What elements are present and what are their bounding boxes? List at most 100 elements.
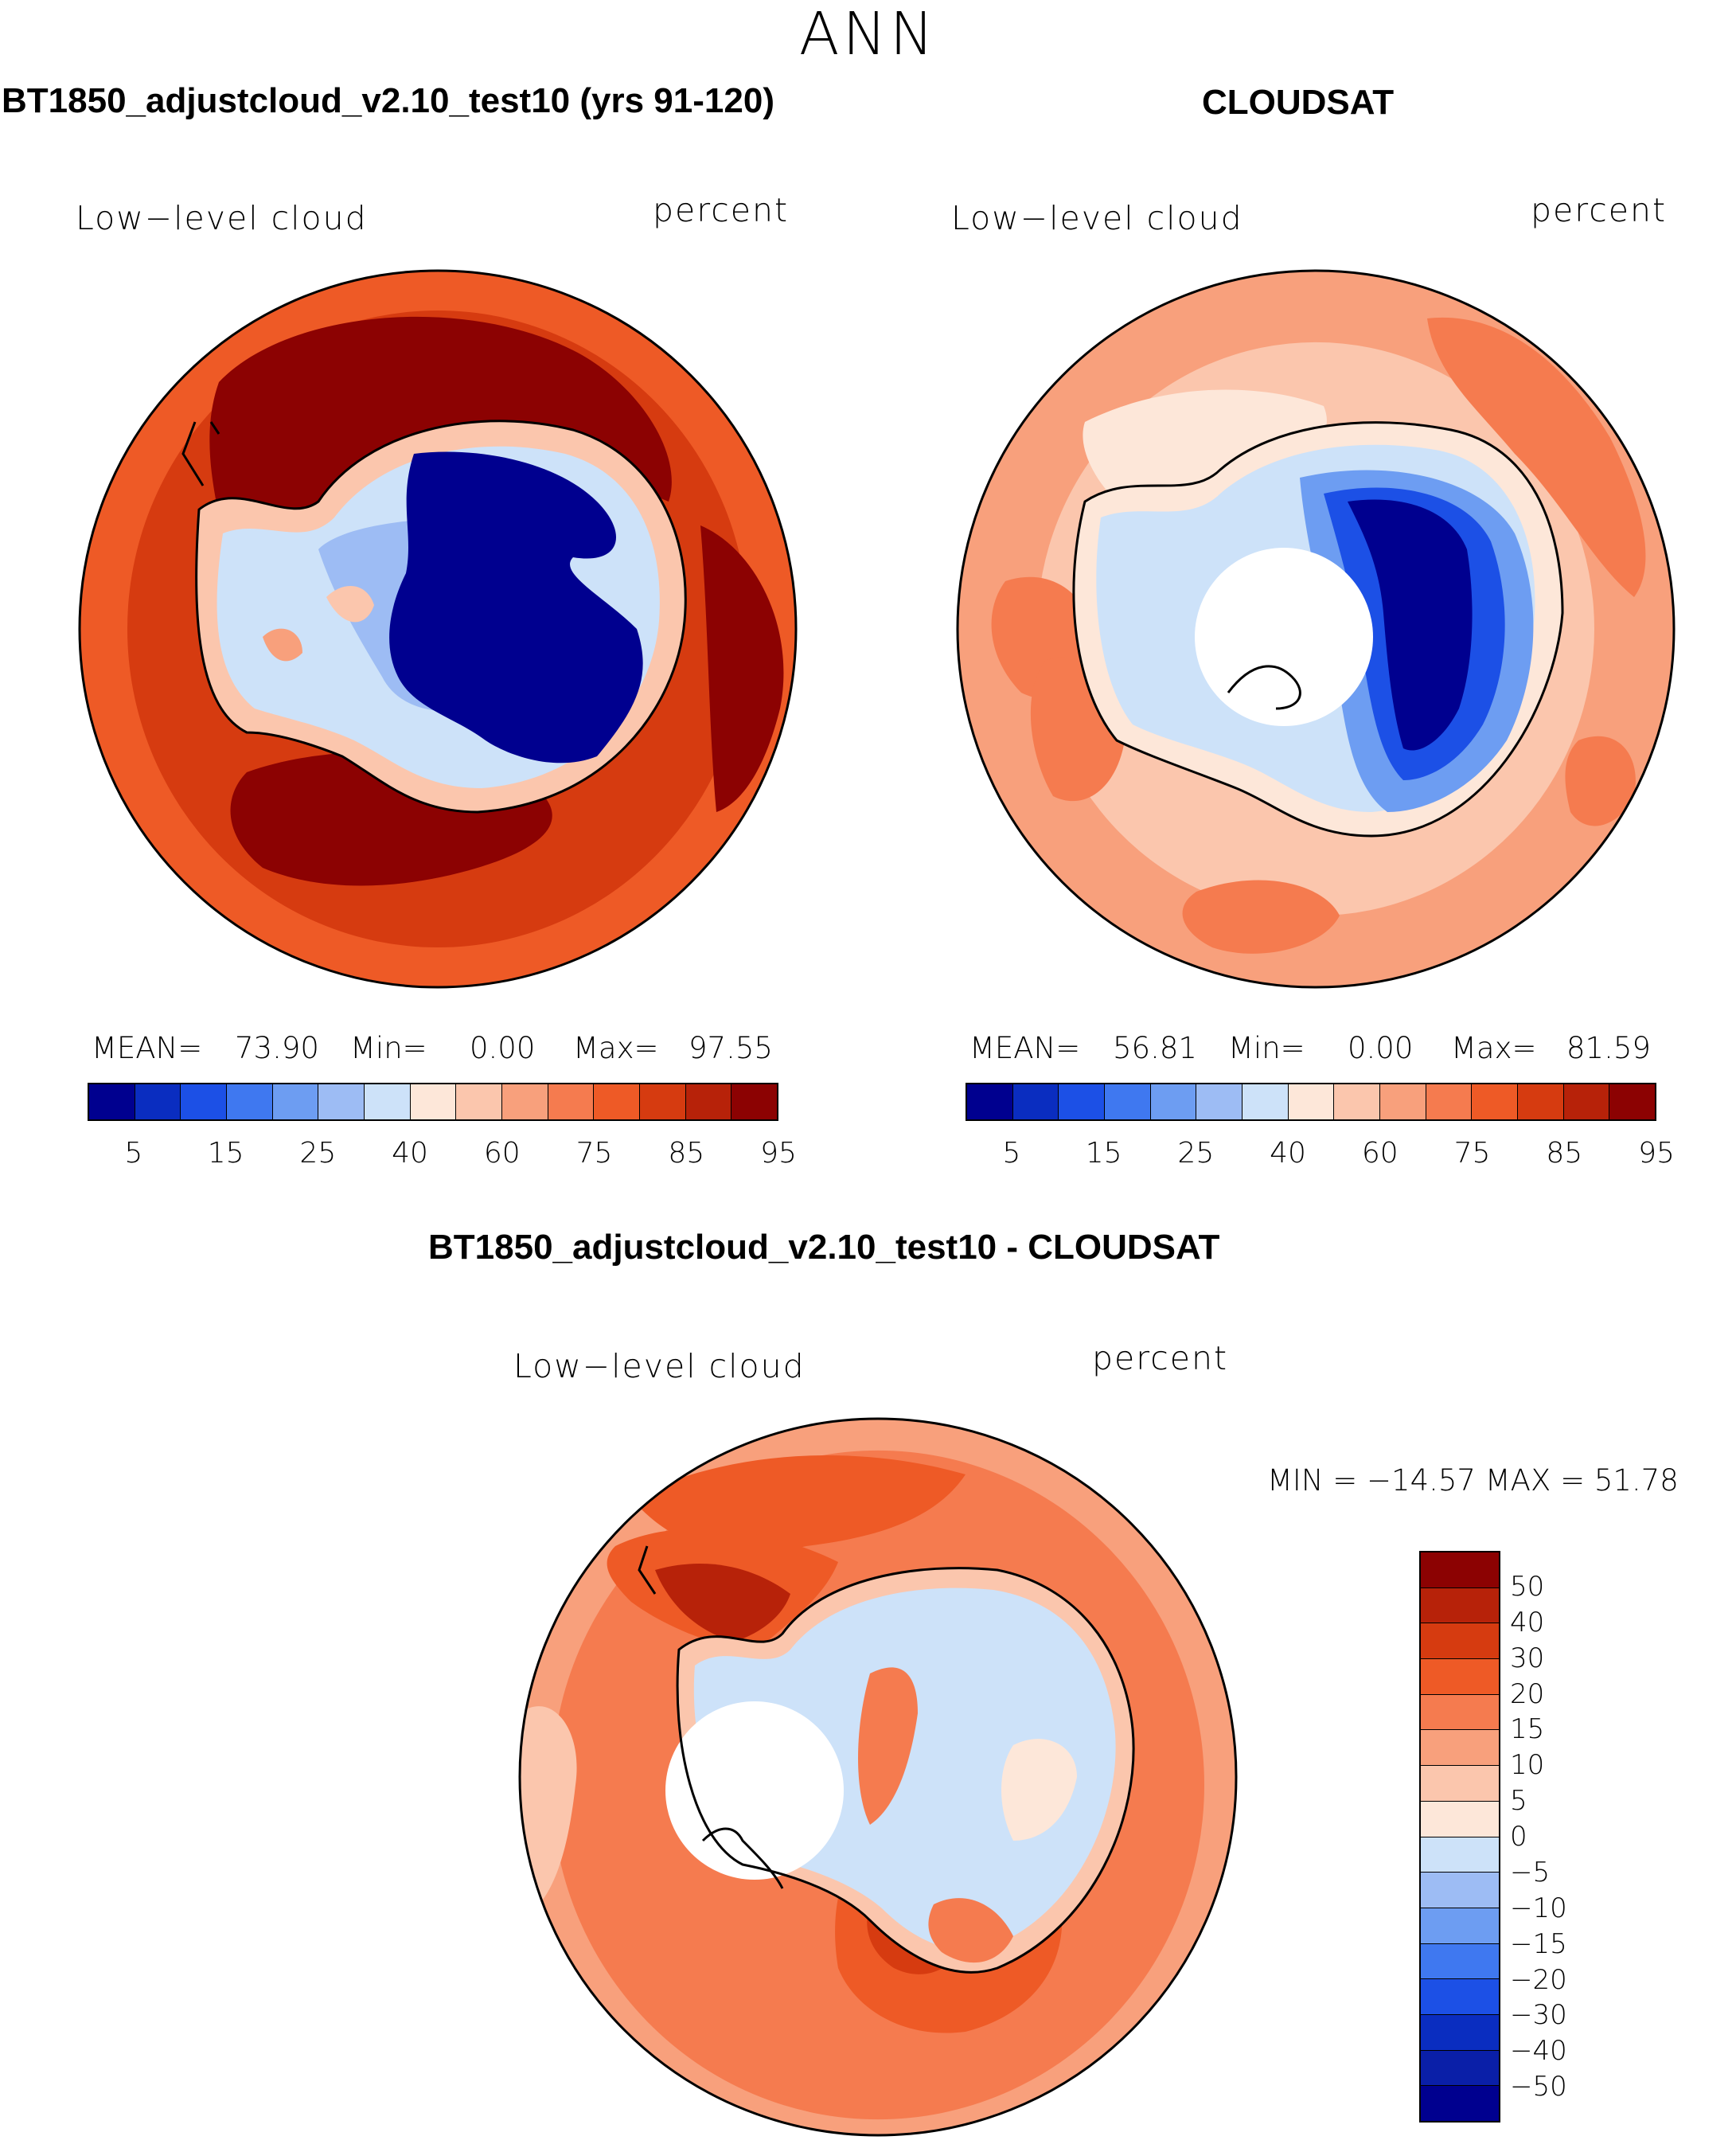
- panel-1-colorbar-swatch: [456, 1084, 503, 1119]
- diff-panel-colorbar-tick-label: 5: [1510, 1785, 1527, 1818]
- panel-2-colorbar-tick-label: 25: [1177, 1137, 1215, 1170]
- panel-1-max-value: 97.55: [689, 1031, 773, 1065]
- panel-2-mean-label: MEAN=: [969, 1031, 1081, 1065]
- diff-panel-colorbar-tick-label: −50: [1510, 2071, 1567, 2103]
- panel-2-colorbar-swatch: [1472, 1084, 1519, 1119]
- diff-panel-minmax: MIN = −14.57 MAX = 51.78: [1267, 1463, 1679, 1498]
- panel-2-min-value: 0.00: [1348, 1031, 1414, 1065]
- panel-2-colorbar-swatch: [1105, 1084, 1151, 1119]
- panel-1-colorbar-swatch: [181, 1084, 228, 1119]
- panel-2-colorbar-swatch: [1426, 1084, 1473, 1119]
- panel-1-colorbar-swatch: [685, 1084, 732, 1119]
- diff-panel-colorbar-tick-label: −40: [1510, 2035, 1567, 2068]
- diff-panel-colorbar-swatch: [1421, 1766, 1499, 1802]
- panel-1-colorbar-swatch: [640, 1084, 686, 1119]
- diff-panel-colorbar-tick-label: 30: [1510, 1642, 1545, 1674]
- diff-panel-colorbar-swatch: [1421, 1908, 1499, 1944]
- panel-2-colorbar-swatch: [1288, 1084, 1335, 1119]
- panel-2-colorbar-swatch: [1563, 1084, 1610, 1119]
- panel-2-title: CLOUDSAT: [1202, 83, 1395, 122]
- figure-title: ANN: [798, 0, 938, 68]
- panel-1-colorbar-tick-label: 75: [575, 1137, 613, 1170]
- diff-panel-colorbar-tick-label: 15: [1510, 1713, 1545, 1746]
- diff-panel-colorbar-swatch: [1421, 1943, 1499, 1980]
- diff-panel-colorbar-swatch: [1421, 1801, 1499, 1837]
- diff-panel-title: BT1850_adjustcloud_v2.10_test10 - CLOUDS…: [428, 1228, 1220, 1267]
- diff-panel-variable-label: Low−level cloud: [513, 1347, 806, 1385]
- panel-1-colorbar: [88, 1083, 778, 1121]
- panel-1-colorbar-swatch: [502, 1084, 548, 1119]
- panel-2-colorbar-swatch: [1380, 1084, 1426, 1119]
- panel-2-colorbar-tick-label: 5: [1002, 1137, 1021, 1170]
- panel-2-colorbar-tick-label: 85: [1546, 1137, 1583, 1170]
- panel-1-min-label: Min=: [350, 1031, 427, 1065]
- panel-1-colorbar-swatch: [731, 1084, 778, 1119]
- diff-panel-colorbar-tick-label: −10: [1510, 1892, 1567, 1924]
- diff-panel-colorbar-swatch: [1421, 1623, 1499, 1660]
- panel-1-colorbar-tick-label: 5: [124, 1137, 143, 1170]
- panel-2-colorbar-swatch: [1518, 1084, 1564, 1119]
- panel-1-mean-value: 73.90: [235, 1031, 319, 1065]
- panel-2-max-value: 81.59: [1566, 1031, 1651, 1065]
- panel-1-colorbar-swatch: [135, 1084, 181, 1119]
- diff-panel-colorbar-swatch: [1421, 1659, 1499, 1695]
- panel-2-max-label: Max=: [1451, 1031, 1537, 1065]
- panel-2-colorbar-swatch: [1609, 1084, 1656, 1119]
- panel-1-polar-map: [78, 269, 798, 989]
- panel-1-colorbar-tick-label: 25: [299, 1137, 337, 1170]
- panel-1-colorbar-swatch: [89, 1084, 135, 1119]
- diff-panel-colorbar-swatch: [1421, 2086, 1499, 2121]
- panel-1-colorbar-tick-label: 60: [483, 1137, 521, 1170]
- diff-panel-colorbar-swatch: [1421, 1979, 1499, 2015]
- panel-1-colorbar-swatch: [548, 1084, 595, 1119]
- panel-2-colorbar-tick-label: 60: [1361, 1137, 1399, 1170]
- panel-2-colorbar: [966, 1083, 1656, 1121]
- panel-2-mean-value: 56.81: [1113, 1031, 1197, 1065]
- panel-2-colorbar-swatch: [1243, 1084, 1289, 1119]
- diff-panel-colorbar-swatch: [1421, 1552, 1499, 1588]
- panel-1-variable-label: Low−level cloud: [76, 199, 368, 237]
- diff-panel-colorbar-swatch: [1421, 1730, 1499, 1767]
- diff-panel-colorbar-tick-label: 0: [1510, 1821, 1527, 1853]
- panel-1-colorbar-tick-label: 40: [392, 1137, 428, 1170]
- diff-panel-colorbar-tick-label: 40: [1510, 1606, 1545, 1638]
- panel-2-colorbar-tick-label: 95: [1638, 1137, 1675, 1170]
- panel-2-colorbar-swatch: [1150, 1084, 1197, 1119]
- panel-1-colorbar-swatch: [227, 1084, 273, 1119]
- panel-2-min-label: Min=: [1228, 1031, 1305, 1065]
- diff-panel-colorbar-swatch: [1421, 1587, 1499, 1624]
- diff-panel-colorbar-swatch: [1421, 1837, 1499, 1873]
- panel-1-colorbar-tick-label: 95: [760, 1137, 797, 1170]
- diff-panel-colorbar-swatch: [1421, 2014, 1499, 2051]
- diff-panel-colorbar-tick-label: −30: [1510, 1999, 1567, 2032]
- panel-2-colorbar-swatch: [1012, 1084, 1059, 1119]
- panel-2-colorbar-tick-label: 75: [1453, 1137, 1491, 1170]
- diff-panel-colorbar-swatch: [1421, 1694, 1499, 1731]
- diff-panel-polar-map: [518, 1417, 1238, 2137]
- panel-2-variable-label: Low−level cloud: [951, 199, 1243, 237]
- diff-panel-colorbar-tick-label: −5: [1510, 1856, 1551, 1888]
- panel-1-min-value: 0.00: [470, 1031, 536, 1065]
- panel-2-colorbar-swatch: [1334, 1084, 1381, 1119]
- panel-1-colorbar-tick-label: 15: [207, 1137, 244, 1170]
- panel-2-colorbar-swatch: [967, 1084, 1013, 1119]
- panel-1-colorbar-swatch: [410, 1084, 457, 1119]
- panel-1-colorbar-tick-label: 85: [668, 1137, 705, 1170]
- panel-1-colorbar-swatch: [318, 1084, 365, 1119]
- panel-2-units-label: percent: [1531, 191, 1668, 229]
- panel-1-colorbar-swatch: [594, 1084, 641, 1119]
- diff-panel-units-label: percent: [1092, 1339, 1229, 1377]
- panel-1-units-label: percent: [653, 191, 790, 229]
- diff-panel-colorbar-swatch: [1421, 1873, 1499, 1908]
- panel-2-colorbar-tick-label: 40: [1270, 1137, 1306, 1170]
- panel-1-colorbar-swatch: [365, 1084, 411, 1119]
- diff-panel-colorbar-swatch: [1421, 2050, 1499, 2087]
- panel-2-colorbar-tick-label: 15: [1085, 1137, 1122, 1170]
- panel-1-max-label: Max=: [573, 1031, 659, 1065]
- panel-2-colorbar-swatch: [1059, 1084, 1106, 1119]
- diff-panel-colorbar-tick-label: 50: [1510, 1570, 1545, 1603]
- panel-2-polar-map: [956, 269, 1676, 989]
- panel-2-colorbar-swatch: [1196, 1084, 1243, 1119]
- diff-panel-colorbar-tick-label: 20: [1510, 1677, 1545, 1710]
- diff-panel-colorbar-tick-label: 10: [1510, 1749, 1545, 1782]
